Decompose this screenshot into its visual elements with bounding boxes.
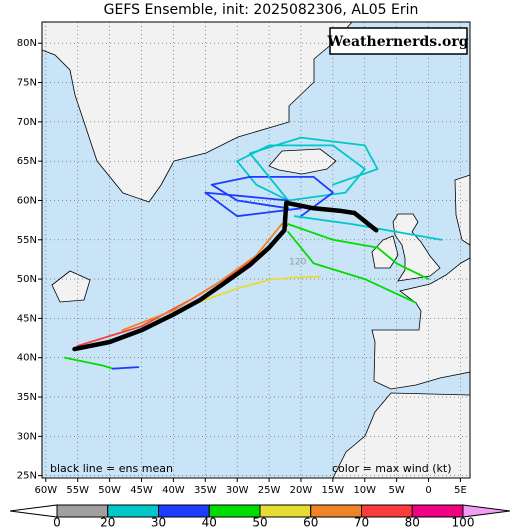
y-tick-label: 80N [17,38,37,49]
member-track [121,223,283,332]
member-track [236,144,366,202]
color-note: color = max wind (kt) [332,462,452,475]
x-tick-label: 15W [322,485,345,496]
member-track [287,223,430,280]
track-label: 120 [289,257,306,267]
member-track [210,176,334,218]
y-tick-label: 45N [17,313,37,324]
y-tick-label: 35N [17,392,37,403]
member-track [185,275,321,308]
y-tick-label: 55N [17,235,37,246]
colorbar-label: 0 [53,516,61,530]
y-tick-label: 60N [17,195,37,206]
colorbar-label: 80 [405,516,420,530]
member-track [287,231,417,304]
member-track [249,136,379,202]
x-tick-label: 0 [425,485,431,496]
y-tick-label: 70N [17,117,37,128]
member-track [64,356,114,370]
watermark: Weathernerds.org [327,34,469,50]
grid [42,22,470,478]
colorbar-label: 40 [202,516,217,530]
x-tick-label: 45W [130,485,153,496]
y-tick-label: 40N [17,353,37,364]
x-tick-label: 20W [290,485,313,496]
mean-note: black line = ens mean [50,462,173,475]
colorbar-label: 50 [252,516,267,530]
x-tick-label: 55W [66,485,89,496]
colorbar-segment [9,504,58,518]
member-track [111,366,140,370]
map-frame [41,21,471,479]
x-tick-label: 10W [353,485,376,496]
mean-track [72,200,379,352]
watermark-box [329,27,468,55]
x-tick-label: 40W [162,485,185,496]
colorbar-label: 20 [100,516,115,530]
y-tick-label: 75N [17,78,37,89]
y-tick-label: 30N [17,431,37,442]
y-tick-label: 25N [17,471,37,482]
x-tick-label: 5E [454,485,467,496]
member-track [204,191,302,218]
colorbar-label: 70 [354,516,369,530]
y-tick-label: 50N [17,274,37,285]
x-tick-label: 50W [98,485,121,496]
x-tick-label: 25W [258,485,281,496]
x-tick-label: 30W [226,485,249,496]
tracks: 120 [64,136,443,370]
x-tick-label: 35W [194,485,217,496]
colorbar-segment [462,504,511,518]
colorbar-label: 100 [452,516,475,530]
y-tick-label: 65N [17,156,37,167]
x-tick-label: 60W [35,485,58,496]
colorbar: 0 20 30 40 50 60 70 80 100 [9,504,511,530]
x-tick-label: 5W [389,485,405,496]
colorbar-label: 30 [151,516,166,530]
colorbar-label: 60 [303,516,318,530]
chart-title: GEFS Ensemble, init: 2025082306, AL05 Er… [104,2,419,18]
